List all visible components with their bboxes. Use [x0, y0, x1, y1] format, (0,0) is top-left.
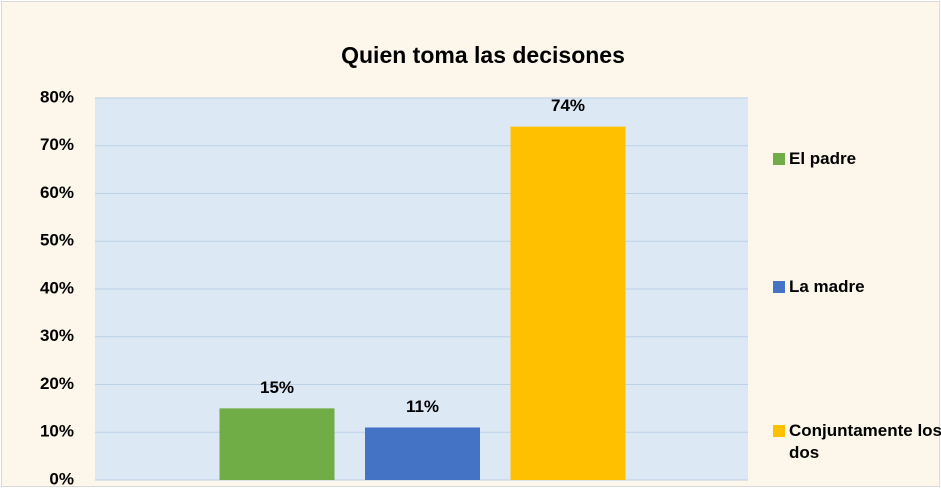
chart-title: Quien toma las decisones	[341, 42, 625, 68]
y-tick-label: 30%	[40, 326, 74, 345]
bar	[510, 126, 626, 481]
legend-label: El padre	[789, 149, 857, 168]
data-label: 15%	[260, 378, 294, 397]
y-tick-label: 80%	[40, 87, 74, 106]
y-tick-label: 60%	[40, 183, 74, 202]
y-tick-label: 70%	[40, 135, 74, 154]
legend-label: La madre	[789, 277, 865, 296]
bar	[219, 408, 335, 480]
legend-swatch	[773, 425, 785, 437]
y-tick-label: 20%	[40, 374, 74, 393]
data-label: 74%	[551, 96, 585, 115]
data-label: 11%	[406, 397, 439, 416]
legend-swatch	[773, 153, 785, 165]
y-tick-label: 0%	[49, 469, 74, 488]
y-tick-label: 10%	[40, 422, 74, 441]
y-tick-label: 50%	[40, 231, 74, 250]
legend-swatch	[773, 281, 785, 293]
legend-label: Conjuntamente los dos	[789, 421, 941, 462]
y-tick-label: 40%	[40, 278, 74, 297]
bar	[365, 427, 480, 480]
